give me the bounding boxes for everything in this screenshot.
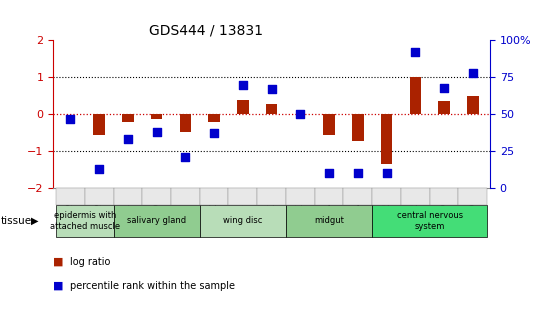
- Text: midgut: midgut: [314, 216, 344, 225]
- Text: central nervous
system: central nervous system: [396, 211, 463, 230]
- Text: salivary gland: salivary gland: [127, 216, 186, 225]
- Bar: [266, 104, 277, 114]
- Point: [468, 70, 477, 76]
- Bar: [122, 114, 134, 122]
- Text: ■: ■: [53, 281, 64, 291]
- Point: [382, 171, 391, 176]
- Point: [325, 171, 334, 176]
- Bar: [180, 114, 191, 132]
- Text: tissue: tissue: [1, 216, 32, 226]
- Bar: [381, 114, 393, 164]
- Point: [353, 171, 362, 176]
- Text: GDS444 / 13831: GDS444 / 13831: [149, 24, 263, 38]
- Point: [267, 86, 276, 92]
- Point: [411, 49, 420, 55]
- Bar: [352, 114, 363, 141]
- Bar: [94, 114, 105, 135]
- Bar: [237, 100, 249, 114]
- Bar: [208, 114, 220, 122]
- Bar: [467, 96, 478, 114]
- Bar: [151, 114, 162, 119]
- Point: [66, 116, 75, 121]
- Point: [152, 129, 161, 135]
- Point: [296, 112, 305, 117]
- Text: ■: ■: [53, 257, 64, 267]
- Point: [123, 137, 132, 142]
- Point: [440, 85, 449, 90]
- Text: log ratio: log ratio: [70, 257, 110, 267]
- Bar: [323, 114, 335, 135]
- Point: [209, 131, 218, 136]
- Text: ▶: ▶: [31, 216, 38, 226]
- Bar: [409, 77, 421, 114]
- Point: [181, 155, 190, 160]
- Text: percentile rank within the sample: percentile rank within the sample: [70, 281, 235, 291]
- Point: [95, 166, 104, 172]
- Point: [239, 82, 248, 87]
- Text: epidermis with
attached muscle: epidermis with attached muscle: [50, 211, 120, 230]
- Bar: [438, 101, 450, 114]
- Text: wing disc: wing disc: [223, 216, 263, 225]
